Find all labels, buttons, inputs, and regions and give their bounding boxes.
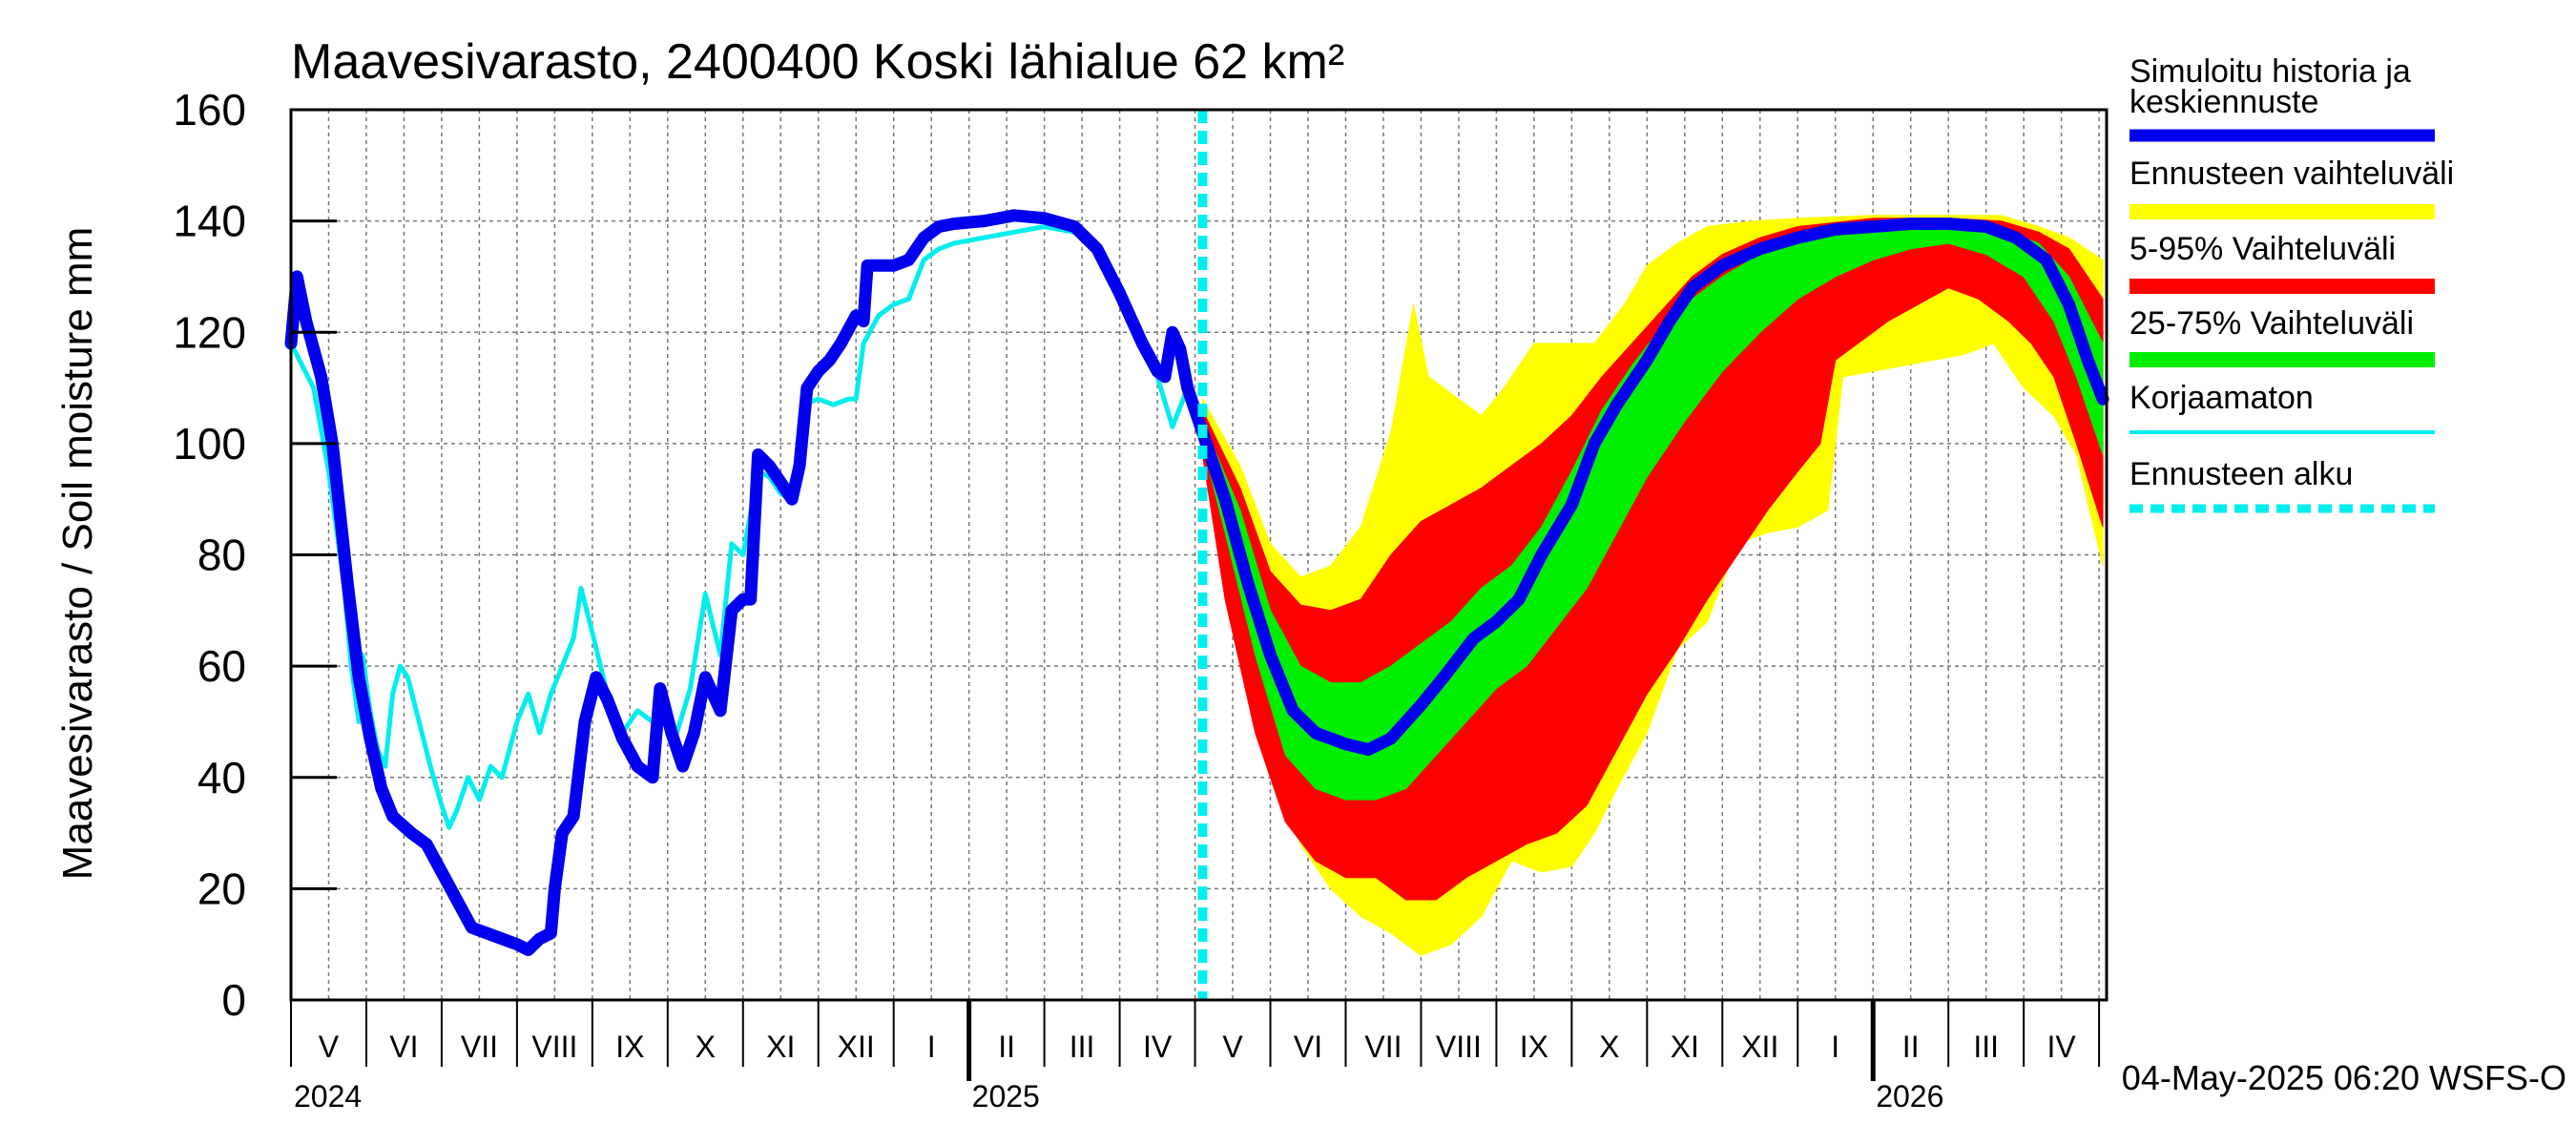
x-month-label: III bbox=[1070, 1030, 1095, 1064]
legend-label: Korjaamaton bbox=[2129, 380, 2314, 416]
x-month-label: IV bbox=[2047, 1030, 2077, 1064]
legend-label: Ennusteen alku bbox=[2129, 456, 2353, 492]
x-year-label: 2026 bbox=[1876, 1079, 1943, 1114]
x-month-label: II bbox=[998, 1030, 1015, 1064]
x-month-label: III bbox=[1973, 1030, 1999, 1064]
x-month-label: II bbox=[1902, 1030, 1920, 1064]
series-simulated-mean bbox=[284, 209, 2109, 956]
x-year-label: 2025 bbox=[972, 1079, 1040, 1114]
y-tick-label: 160 bbox=[173, 85, 246, 135]
chart-title: Maavesivarasto, 2400400 Koski lähialue 6… bbox=[291, 34, 1344, 90]
y-tick-label: 20 bbox=[197, 864, 246, 913]
band-25-75-vaihteluv-li bbox=[1201, 226, 2104, 801]
y-axis-label: Maavesivarasto / Soil moisture mm bbox=[54, 227, 101, 881]
legend: Simuloitu historia ja keskiennuste Ennuste… bbox=[2129, 53, 2454, 513]
y-tick-label: 40 bbox=[197, 753, 246, 802]
x-month-label: I bbox=[1831, 1030, 1839, 1064]
x-month-label: IX bbox=[615, 1030, 644, 1064]
legend-label: 5-95% Vaihteluväli bbox=[2129, 231, 2396, 267]
x-month-label: XII bbox=[1741, 1030, 1778, 1064]
y-tick-label: 60 bbox=[197, 641, 246, 691]
x-month-label: V bbox=[1222, 1030, 1243, 1064]
forecast-bands bbox=[1201, 215, 2104, 956]
legend-label: Simuloitu historia ja keskiennuste bbox=[2129, 53, 2411, 120]
x-month-label: VIII bbox=[1436, 1030, 1482, 1064]
series-uncorrected bbox=[288, 224, 1205, 830]
y-tick-label: 0 bbox=[221, 975, 246, 1025]
y-tick-label: 80 bbox=[197, 531, 246, 580]
y-axis-ticks: 0 20 40 60 80 100 120 140 160 bbox=[173, 85, 337, 1025]
x-month-label: VIII bbox=[531, 1030, 577, 1064]
x-month-label: XII bbox=[838, 1030, 875, 1064]
y-tick-label: 140 bbox=[173, 197, 246, 246]
x-month-label: I bbox=[927, 1030, 936, 1064]
x-month-label: IV bbox=[1143, 1030, 1173, 1064]
x-month-label: V bbox=[319, 1030, 340, 1064]
x-month-label: X bbox=[696, 1030, 716, 1064]
x-month-label: XI bbox=[766, 1030, 795, 1064]
y-tick-label: 120 bbox=[173, 307, 246, 357]
legend-label: 25-75% Vaihteluväli bbox=[2129, 305, 2414, 342]
x-month-label: X bbox=[1599, 1030, 1619, 1064]
x-month-label: VII bbox=[1364, 1030, 1402, 1064]
x-month-label: IX bbox=[1520, 1030, 1548, 1064]
x-axis: V VI VII VIII IX X XI XII I II III IV V VI VII VIII IX X X… bbox=[290, 1000, 2101, 1114]
x-month-label: VI bbox=[389, 1030, 418, 1064]
x-month-label: VI bbox=[1294, 1030, 1322, 1064]
legend-label: Ennusteen vaihteluväli bbox=[2129, 156, 2454, 192]
timestamp-footer: 04-May-2025 06:20 WSFS-O bbox=[2122, 1058, 2566, 1097]
y-tick-label: 100 bbox=[173, 419, 246, 468]
series-lines bbox=[284, 209, 2109, 956]
x-year-label: 2024 bbox=[294, 1079, 362, 1114]
x-month-label: XI bbox=[1671, 1030, 1699, 1064]
x-month-label: VII bbox=[461, 1030, 498, 1064]
